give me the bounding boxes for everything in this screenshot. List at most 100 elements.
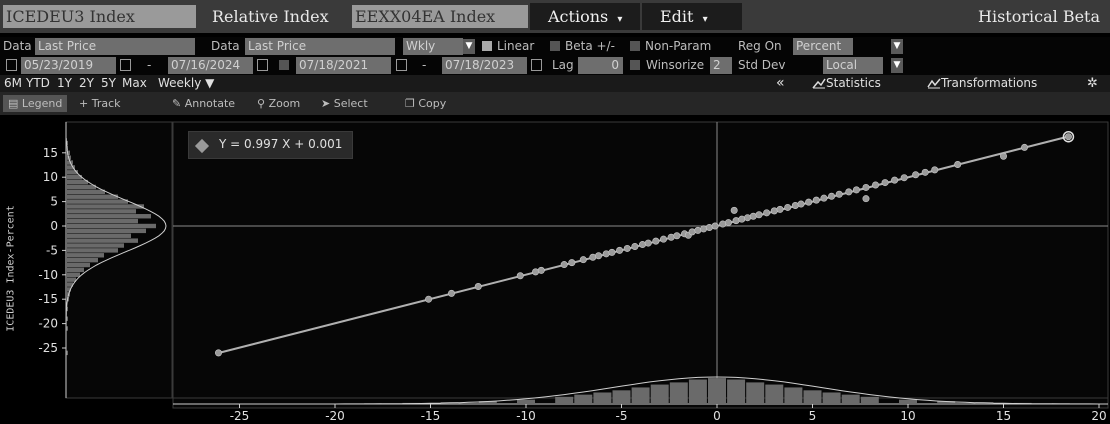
y-histogram-bar	[66, 204, 144, 209]
beta-scatter-chart[interactable]: -25 -20 -15 -10 -5 0 5 10 15 20 15 10 5 0 -5 -10 -15 -20 -…	[0, 115, 1110, 424]
actions-menu[interactable]: Actions ▾	[530, 3, 640, 30]
scatter-point	[719, 220, 727, 228]
date-settings-row: 05/23/2019 - 07/16/2024 07/18/2021 - 07/…	[0, 56, 1110, 75]
relative-index-label: Relative Index	[212, 7, 329, 26]
nonparam-checkbox[interactable]	[630, 41, 640, 51]
security1-field[interactable]: ICEDEU3 Index	[3, 5, 196, 28]
y-histogram-bar	[66, 248, 118, 253]
frequency-dropdown[interactable]: Weekly ▼	[158, 76, 215, 90]
y-tick-label: 15	[43, 146, 58, 160]
y-histogram-bar	[66, 253, 104, 258]
copy-icon: ❐	[405, 97, 419, 110]
chevron-down-icon: ▾	[617, 14, 623, 25]
regression-window-checkbox[interactable]	[279, 60, 289, 70]
period-2y[interactable]: 2Y	[79, 76, 94, 90]
select-button[interactable]: ➤ Select	[321, 95, 368, 112]
nonparam-label: Non-Param	[645, 39, 712, 53]
calendar-icon[interactable]	[396, 59, 407, 71]
x-histogram-bar	[765, 384, 784, 404]
calendar-icon[interactable]	[257, 59, 268, 71]
x-tick-label: -20	[325, 409, 345, 423]
scatter-point	[705, 223, 713, 231]
security2-field[interactable]: EEXX04EA Index	[352, 5, 528, 28]
lag-label: Lag	[552, 58, 574, 72]
period-6m[interactable]: 6M	[4, 76, 22, 90]
track-button[interactable]: + Track	[79, 95, 121, 112]
scatter-point	[652, 237, 660, 245]
y-histogram-bar	[66, 228, 146, 234]
regress-end-field[interactable]: 07/18/2023	[442, 57, 527, 74]
annotate-button[interactable]: ✎ Annotate	[172, 95, 235, 112]
chevron-down-icon[interactable]: ▼	[891, 39, 903, 54]
calendar-icon[interactable]	[531, 59, 542, 71]
transformations-button[interactable]: Transformations	[927, 75, 1077, 92]
range-start-field[interactable]: 05/23/2019	[21, 57, 116, 74]
frequency-select[interactable]: Wkly	[403, 38, 463, 55]
y-histogram-bar	[66, 326, 68, 331]
x-tick-label: 0	[713, 409, 721, 423]
scatter-point	[900, 174, 908, 182]
y-histogram-bar	[66, 184, 96, 190]
range-end-field[interactable]: 07/16/2024	[168, 57, 253, 74]
scatter-point	[516, 272, 524, 280]
period-5y[interactable]: 5Y	[101, 76, 116, 90]
scatter-point	[537, 266, 545, 274]
data1-field[interactable]: Last Price	[35, 38, 195, 55]
magnifier-icon: ⚲	[257, 97, 269, 110]
winsorize-checkbox[interactable]	[630, 60, 640, 70]
x-tick-label: -25	[230, 409, 250, 423]
scatter-point	[711, 222, 719, 230]
legend-box[interactable]: Y = 0.997 X + 0.001	[188, 131, 353, 159]
scatter-point	[1021, 143, 1029, 151]
scatter-point	[738, 215, 746, 223]
scatter-point	[784, 203, 792, 211]
regress-start-field[interactable]: 07/18/2021	[296, 57, 391, 74]
scatter-point	[755, 211, 763, 219]
scatter-point	[912, 171, 920, 179]
data2-field[interactable]: Last Price	[245, 38, 395, 55]
y-histogram-bar	[66, 350, 68, 356]
y-histogram-bar	[66, 179, 88, 185]
edit-menu-label: Edit	[660, 7, 694, 26]
zoom-button[interactable]: ⚲ Zoom	[257, 95, 300, 112]
cursor-icon: ➤	[321, 97, 334, 110]
scatter-point	[805, 198, 813, 206]
y-density-curve	[65, 138, 167, 363]
x-tick-label: 15	[996, 409, 1011, 423]
period-1y[interactable]: 1Y	[57, 76, 72, 90]
scatter-point	[921, 168, 929, 176]
chevron-down-icon[interactable]: ▼	[463, 39, 475, 54]
copy-button[interactable]: ❐ Copy	[405, 95, 446, 112]
chevron-down-icon[interactable]: ▼	[891, 58, 903, 73]
scatter-point	[660, 235, 668, 243]
calendar-icon[interactable]	[6, 59, 17, 71]
statistics-label: Statistics	[826, 76, 881, 90]
gear-icon[interactable]: ✲	[1087, 76, 1098, 91]
legend-button[interactable]: ▤ Legend	[3, 95, 68, 112]
statistics-button[interactable]: Statistics	[812, 75, 922, 92]
period-max[interactable]: Max	[122, 76, 147, 90]
regon-field[interactable]: Percent	[793, 38, 853, 55]
scatter-point	[623, 244, 631, 252]
stddev-field[interactable]: Local	[823, 57, 883, 74]
last-point-marker	[1062, 130, 1075, 143]
lag-field[interactable]: 0	[578, 57, 623, 74]
beta-checkbox[interactable]	[550, 41, 560, 51]
linear-checkbox[interactable]	[482, 41, 492, 51]
scatter-point	[474, 283, 482, 291]
double-chevron-left-icon[interactable]: «	[776, 75, 785, 91]
scatter-point	[749, 212, 757, 220]
winsorize-field[interactable]: 2	[710, 57, 732, 74]
period-ytd[interactable]: YTD	[26, 76, 50, 90]
x-tick-label: 10	[900, 409, 915, 423]
chart-toolbar: ▤ Legend + Track ✎ Annotate ⚲ Zoom ➤ Sel…	[0, 92, 1110, 115]
title-bar: ICEDEU3 Index Relative Index EEXX04EA In…	[0, 0, 1110, 33]
y-histogram-bar	[66, 267, 84, 273]
x-histogram-bar	[841, 394, 860, 404]
transformations-label: Transformations	[941, 76, 1038, 90]
x-histogram-bar	[708, 378, 726, 404]
legend-label: Legend	[21, 97, 63, 110]
x-histogram-bar	[784, 387, 803, 404]
calendar-icon[interactable]	[120, 59, 131, 71]
edit-menu[interactable]: Edit ▾	[642, 3, 742, 30]
